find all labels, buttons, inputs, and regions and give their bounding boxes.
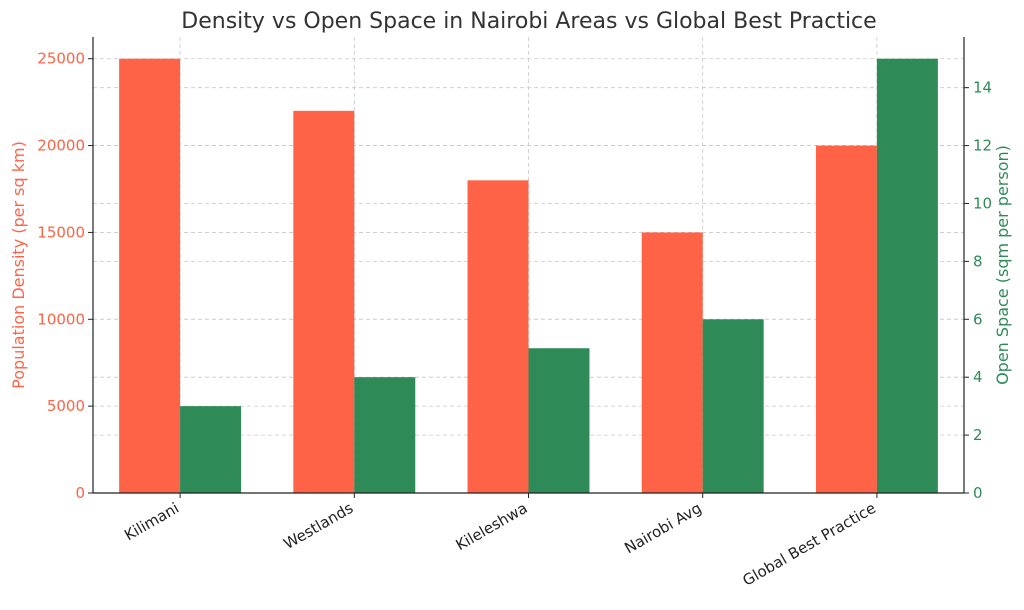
bar-open-space	[876, 58, 938, 493]
y-tick-label-left: 15000	[37, 223, 85, 241]
bar-open-space	[702, 319, 764, 493]
y-tick-label-left: 5000	[47, 397, 85, 415]
y-tick-label-right: 10	[973, 194, 992, 212]
x-tick-label: Global Best Practice	[740, 499, 879, 590]
x-tick-label: Nairobi Avg	[621, 499, 704, 558]
x-tick-label: Kilimani	[121, 499, 182, 545]
y-tick-label-right: 8	[973, 252, 983, 270]
y-axis-right-label: Open Space (sqm per person)	[993, 145, 1012, 385]
y-tick-label-right: 12	[973, 137, 992, 155]
bar-open-space	[354, 377, 416, 493]
x-tick-label: Westlands	[281, 499, 357, 553]
y-tick-label-right: 6	[973, 310, 983, 328]
y-tick-label-right: 0	[973, 484, 983, 502]
bar-layer	[119, 58, 938, 494]
y-axis-left-label: Population Density (per sq km)	[9, 141, 28, 389]
x-tick-label: Kileleshwa	[453, 499, 531, 554]
y-tick-label-left: 0	[75, 484, 85, 502]
bar-density	[815, 145, 877, 494]
chart-title: Density vs Open Space in Nairobi Areas v…	[181, 9, 876, 34]
y-tick-label-right: 14	[973, 79, 992, 97]
y-tick-label-right: 2	[973, 426, 983, 444]
bar-density	[641, 232, 703, 493]
y-tick-label-left: 25000	[37, 50, 85, 68]
y-tick-label-right: 4	[973, 368, 983, 386]
bar-density	[119, 58, 181, 493]
y-tick-label-left: 20000	[37, 137, 85, 155]
bar-density	[467, 180, 529, 494]
bar-open-space	[528, 348, 590, 493]
bar-open-space	[180, 406, 242, 493]
y-tick-label-left: 10000	[37, 310, 85, 328]
bar-density	[293, 110, 355, 493]
